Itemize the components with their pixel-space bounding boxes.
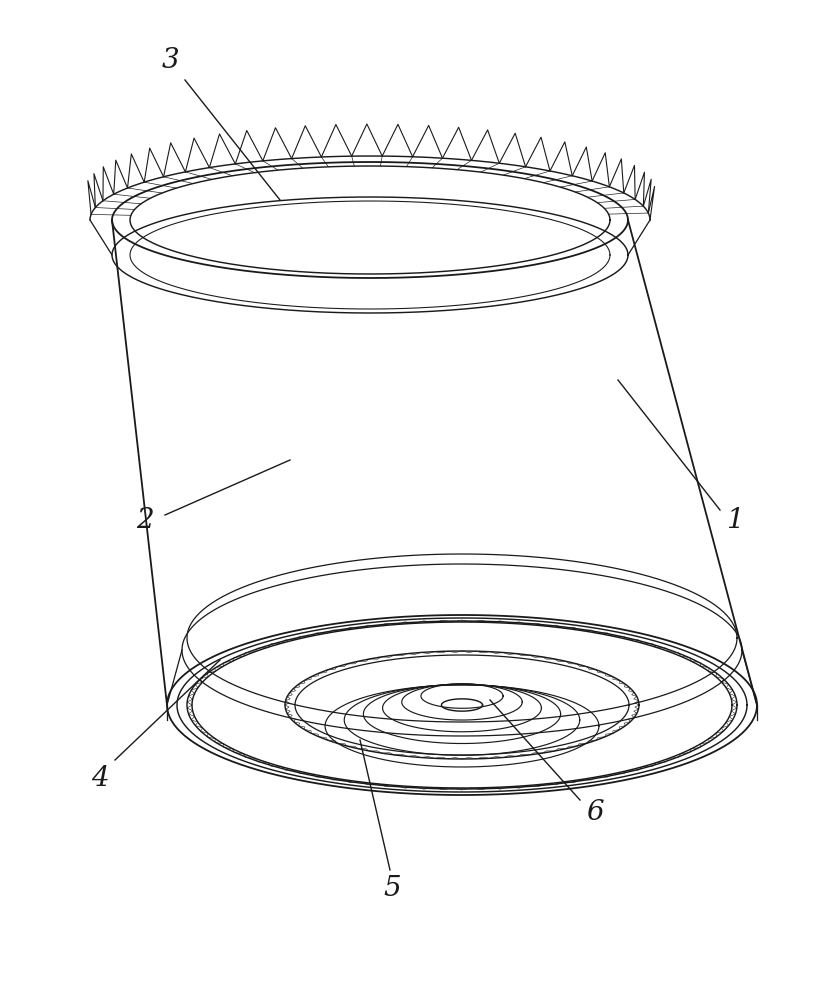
Text: 4: 4	[91, 764, 109, 792]
Text: 1: 1	[726, 506, 744, 534]
Text: 2: 2	[136, 506, 154, 534]
Text: 5: 5	[383, 874, 401, 902]
Text: 6: 6	[587, 798, 604, 826]
Text: 3: 3	[161, 46, 179, 74]
